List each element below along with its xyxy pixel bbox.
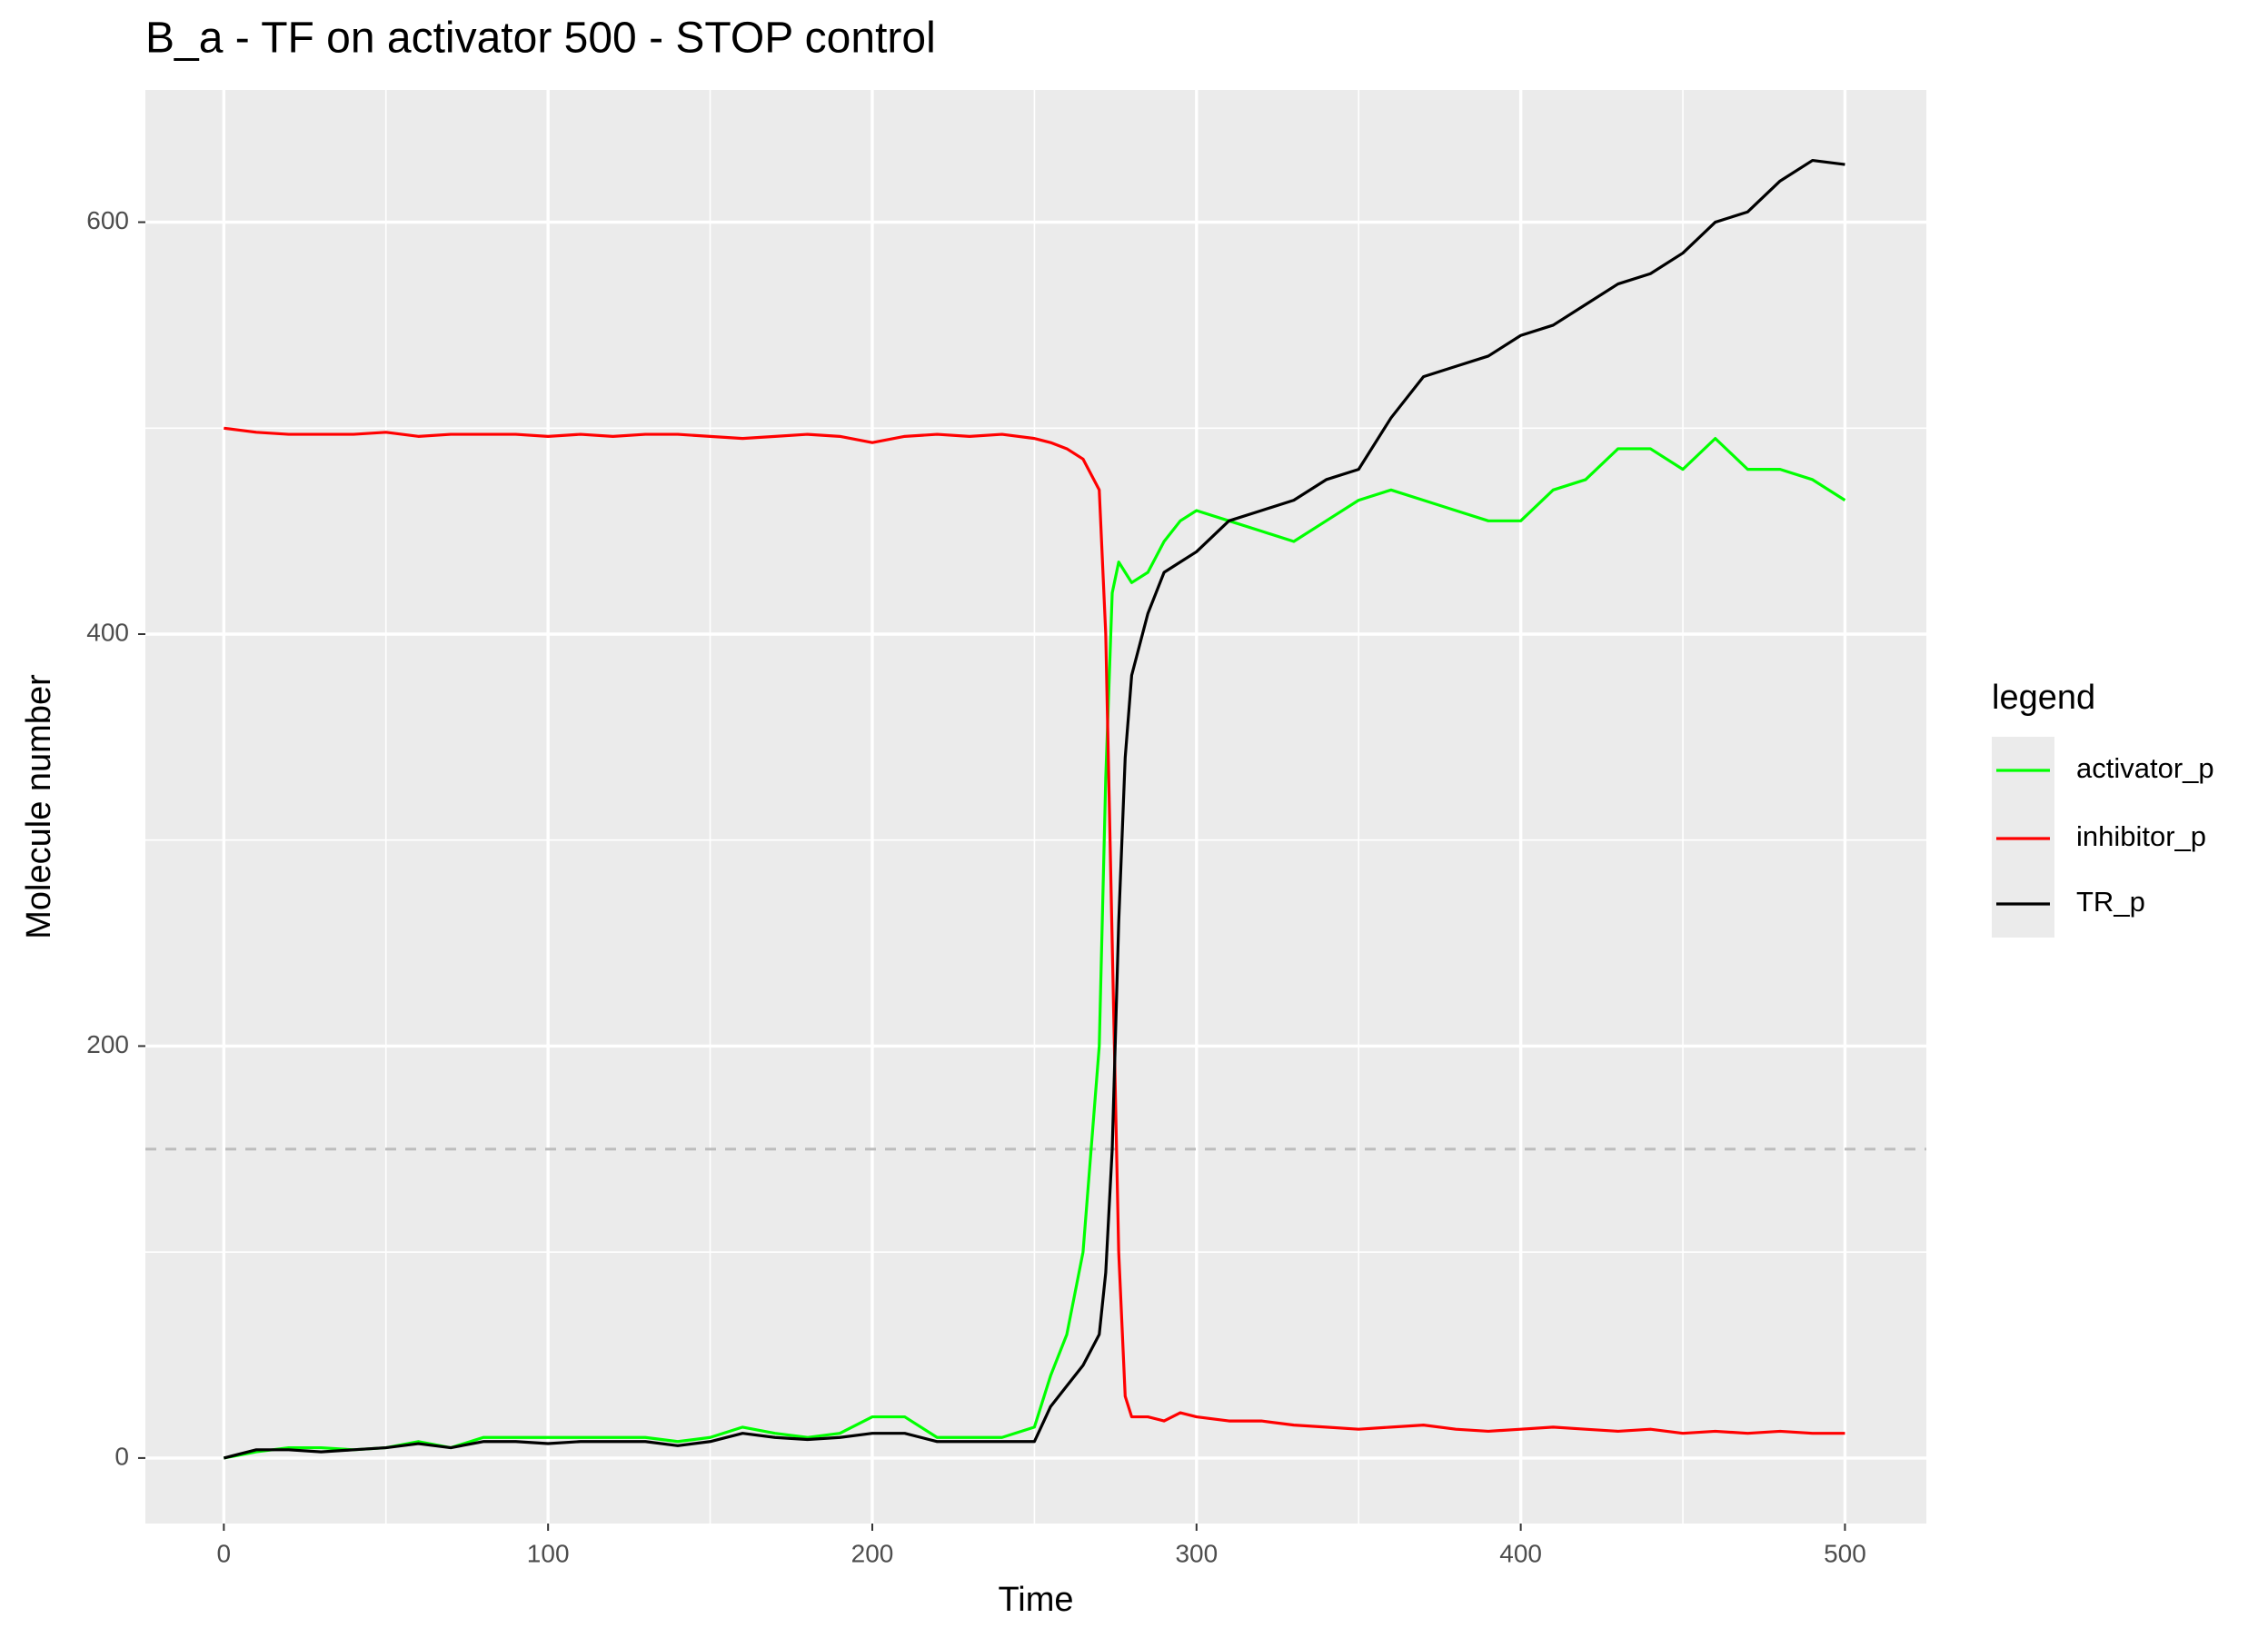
- y-tick-label: 200: [86, 1030, 129, 1058]
- y-tick-label: 0: [114, 1442, 129, 1470]
- plot-panel: [145, 90, 1926, 1524]
- legend-title: legend: [1992, 679, 2095, 717]
- chart-title: B_a - TF on activator 500 - STOP control: [145, 15, 936, 63]
- x-axis-title: Time: [998, 1581, 1073, 1619]
- x-tick-label: 100: [527, 1539, 570, 1567]
- x-tick-label: 200: [851, 1539, 894, 1567]
- legend-label: inhibitor_p: [2076, 820, 2206, 852]
- legend-label: TR_p: [2076, 886, 2145, 918]
- x-tick-label: 400: [1499, 1539, 1542, 1567]
- y-axis-title: Molecule number: [20, 674, 58, 939]
- x-tick-label: 500: [1824, 1539, 1866, 1567]
- legend-label: activator_p: [2076, 752, 2214, 784]
- data-line: [224, 426, 1845, 1435]
- x-tick-label: 0: [217, 1539, 232, 1567]
- y-tick-label: 400: [86, 618, 129, 646]
- y-tick-label: 600: [86, 206, 129, 234]
- data-line: [223, 158, 1845, 1460]
- x-tick-label: 300: [1175, 1539, 1218, 1567]
- data-line: [224, 437, 1846, 1460]
